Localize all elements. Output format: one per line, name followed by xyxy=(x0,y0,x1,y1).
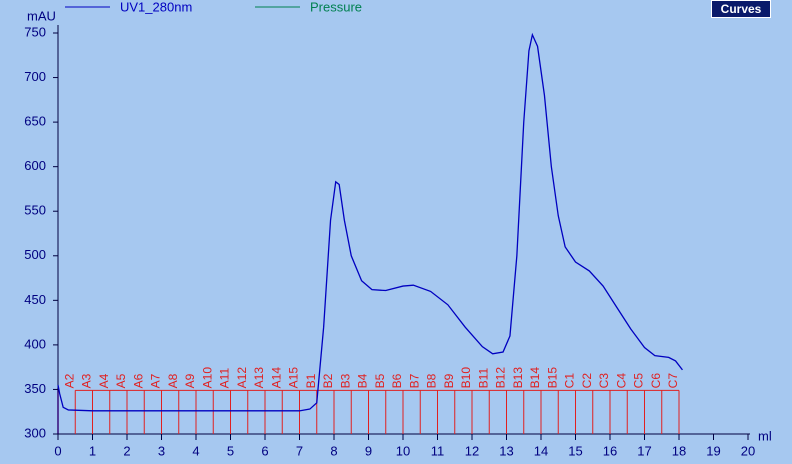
x-tick-label: 4 xyxy=(192,443,199,458)
legend-label: UV1_280nm xyxy=(120,0,192,14)
y-tick-label: 650 xyxy=(24,114,46,129)
fraction-label: B2 xyxy=(321,373,335,388)
y-tick-label: 700 xyxy=(24,69,46,84)
x-tick-label: 8 xyxy=(330,443,337,458)
x-tick-label: 0 xyxy=(54,443,61,458)
fraction-label: A7 xyxy=(149,373,163,388)
y-tick-label: 400 xyxy=(24,336,46,351)
fraction-label: A5 xyxy=(114,373,128,388)
fraction-label: C3 xyxy=(597,373,611,389)
y-tick-label: 350 xyxy=(24,381,46,396)
fraction-label: B7 xyxy=(407,373,421,388)
x-tick-label: 20 xyxy=(741,443,755,458)
fraction-label: C2 xyxy=(580,373,594,389)
fraction-label: B12 xyxy=(494,367,508,389)
fraction-label: C6 xyxy=(649,373,663,389)
fraction-label: A14 xyxy=(269,367,283,389)
fraction-label: B8 xyxy=(425,373,439,388)
fraction-label: B13 xyxy=(511,367,525,389)
fraction-label: B6 xyxy=(390,373,404,388)
fraction-label: A13 xyxy=(252,367,266,389)
fraction-label: B10 xyxy=(459,367,473,389)
y-tick-label: 500 xyxy=(24,247,46,262)
x-tick-label: 7 xyxy=(296,443,303,458)
fraction-label: C1 xyxy=(563,373,577,389)
y-tick-label: 550 xyxy=(24,203,46,218)
fraction-label: B14 xyxy=(528,367,542,389)
x-tick-label: 14 xyxy=(534,443,548,458)
fraction-label: B4 xyxy=(356,373,370,388)
fraction-label: B9 xyxy=(442,373,456,388)
y-tick-label: 600 xyxy=(24,158,46,173)
x-tick-label: 3 xyxy=(158,443,165,458)
fraction-label: B5 xyxy=(373,373,387,388)
fraction-label: C7 xyxy=(666,373,680,389)
x-tick-label: 19 xyxy=(706,443,720,458)
fraction-label: A11 xyxy=(218,368,232,389)
fraction-label: A8 xyxy=(166,373,180,388)
x-axis-label: ml xyxy=(758,428,772,443)
fraction-label: A4 xyxy=(97,373,111,388)
fraction-label: A3 xyxy=(80,373,94,388)
x-tick-label: 15 xyxy=(568,443,582,458)
fraction-label: C5 xyxy=(632,373,646,389)
x-tick-label: 1 xyxy=(89,443,96,458)
fraction-label: A10 xyxy=(200,367,214,389)
y-tick-label: 450 xyxy=(24,292,46,307)
fraction-label: A2 xyxy=(62,373,76,388)
fraction-label: B11 xyxy=(476,368,490,389)
x-tick-label: 2 xyxy=(123,443,130,458)
legend-label: Pressure xyxy=(310,0,362,14)
x-tick-label: 17 xyxy=(637,443,651,458)
y-axis-label: mAU xyxy=(27,8,56,23)
x-tick-label: 6 xyxy=(261,443,268,458)
x-tick-label: 5 xyxy=(227,443,234,458)
fraction-label: C4 xyxy=(614,373,628,389)
fraction-label: B15 xyxy=(545,367,559,389)
x-tick-label: 11 xyxy=(431,443,445,458)
x-tick-label: 12 xyxy=(465,443,479,458)
fraction-label: A15 xyxy=(287,367,301,389)
fraction-label: B3 xyxy=(338,373,352,388)
series-line xyxy=(57,32,683,412)
x-tick-label: 10 xyxy=(396,443,410,458)
fraction-label: A12 xyxy=(235,367,249,389)
fraction-label: A9 xyxy=(183,373,197,388)
x-tick-label: 18 xyxy=(672,443,686,458)
x-tick-label: 13 xyxy=(499,443,513,458)
y-tick-label: 750 xyxy=(24,24,46,39)
x-tick-label: 16 xyxy=(603,443,617,458)
curves-button[interactable]: Curves xyxy=(711,0,771,18)
x-tick-label: 9 xyxy=(365,443,372,458)
y-tick-label: 300 xyxy=(24,425,46,440)
fraction-label: A6 xyxy=(131,373,145,388)
fraction-label: B1 xyxy=(304,373,318,388)
